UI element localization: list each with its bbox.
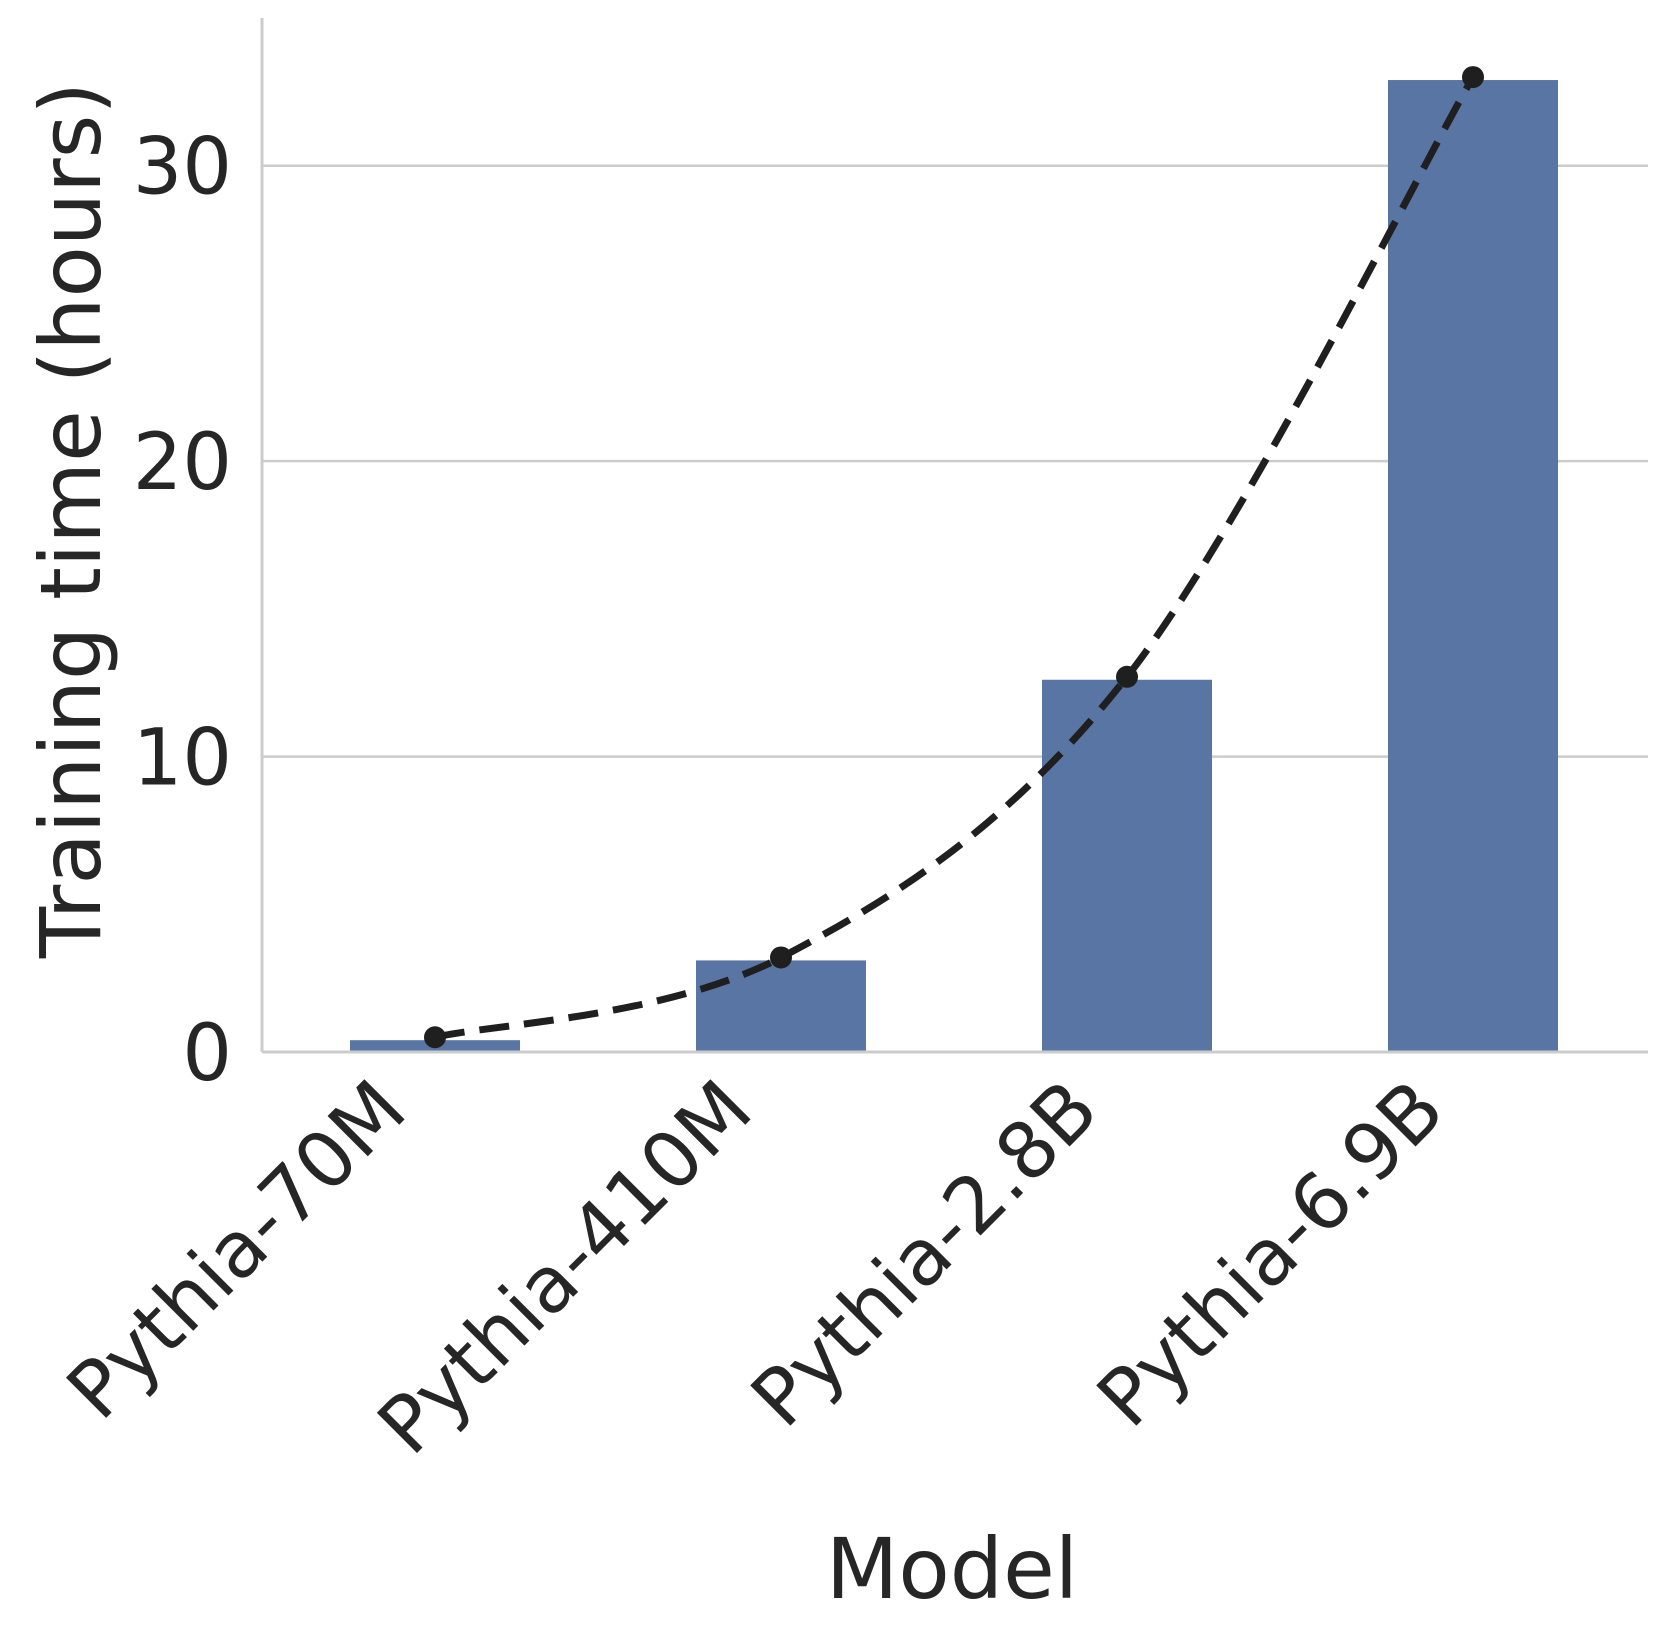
x-tick-label: Pythia-410M [361,1064,769,1472]
bar [696,960,866,1052]
y-tick-label: 10 [133,714,232,804]
x-tick-label: Pythia-2.8B [735,1064,1116,1445]
bar [1388,80,1558,1053]
y-tick-labels: 0 10 20 30 [133,123,232,1099]
trend-marker [770,946,792,969]
x-tick-labels: Pythia-70MPythia-410MPythia-2.8BPythia-6… [51,1064,1462,1472]
trend-line [424,66,1484,1049]
y-tick-label: 20 [133,418,232,508]
bars [350,80,1558,1053]
trend-marker [424,1026,446,1049]
trend-marker [1462,66,1484,89]
x-tick-label: Pythia-70M [51,1064,424,1437]
y-tick-label: 30 [133,123,232,213]
trend-marker [1116,665,1138,688]
x-tick-label: Pythia-6.9B [1081,1064,1462,1445]
trend-line-path [434,75,1477,1041]
y-axis-label: Training time (hours) [22,82,120,959]
bar [1042,679,1212,1052]
axes [260,18,1648,1054]
x-axis-label: Model [826,1520,1078,1618]
y-tick-label: 0 [182,1009,232,1099]
